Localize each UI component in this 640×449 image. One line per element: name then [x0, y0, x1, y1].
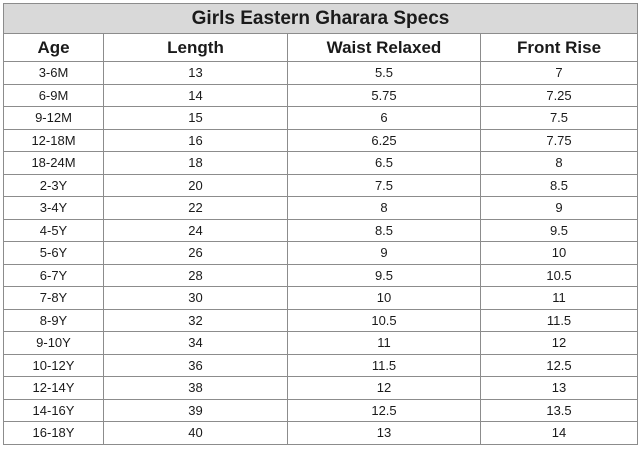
- table-row: 2-3Y 20 7.5 8.5: [3, 173, 638, 197]
- table-row: 6-7Y 28 9.5 10.5: [3, 263, 638, 287]
- front-rise-cell: 8.5: [480, 173, 638, 197]
- length-cell: 16: [103, 128, 288, 152]
- column-header-waist-relaxed: Waist Relaxed: [287, 33, 481, 62]
- waist-relaxed-cell: 8.5: [287, 218, 481, 242]
- age-cell: 3-6M: [3, 61, 104, 85]
- table-row: 14-16Y 39 12.5 13.5: [3, 398, 638, 422]
- table-row: 18-24M 18 6.5 8: [3, 151, 638, 175]
- table-row: 6-9M 14 5.75 7.25: [3, 83, 638, 107]
- table-row: 5-6Y 26 9 10: [3, 241, 638, 265]
- front-rise-cell: 9.5: [480, 218, 638, 242]
- table-row: 12-14Y 38 12 13: [3, 376, 638, 400]
- table-row: 16-18Y 40 13 14: [3, 421, 638, 445]
- age-cell: 7-8Y: [3, 286, 104, 310]
- age-cell: 6-9M: [3, 83, 104, 107]
- age-cell: 9-10Y: [3, 331, 104, 355]
- waist-relaxed-cell: 13: [287, 421, 481, 445]
- front-rise-cell: 11: [480, 286, 638, 310]
- length-cell: 24: [103, 218, 288, 242]
- table-row: 3-4Y 22 8 9: [3, 196, 638, 220]
- length-cell: 38: [103, 376, 288, 400]
- table-row: 4-5Y 24 8.5 9.5: [3, 218, 638, 242]
- length-cell: 18: [103, 151, 288, 175]
- length-cell: 26: [103, 241, 288, 265]
- age-cell: 10-12Y: [3, 353, 104, 377]
- waist-relaxed-cell: 11: [287, 331, 481, 355]
- age-cell: 4-5Y: [3, 218, 104, 242]
- length-cell: 22: [103, 196, 288, 220]
- waist-relaxed-cell: 10.5: [287, 308, 481, 332]
- waist-relaxed-cell: 9: [287, 241, 481, 265]
- age-cell: 5-6Y: [3, 241, 104, 265]
- waist-relaxed-cell: 12.5: [287, 398, 481, 422]
- waist-relaxed-cell: 5.75: [287, 83, 481, 107]
- column-header-age: Age: [3, 33, 104, 62]
- age-cell: 16-18Y: [3, 421, 104, 445]
- column-header-length: Length: [103, 33, 288, 62]
- table-row: 7-8Y 30 10 11: [3, 286, 638, 310]
- length-cell: 14: [103, 83, 288, 107]
- waist-relaxed-cell: 7.5: [287, 173, 481, 197]
- front-rise-cell: 11.5: [480, 308, 638, 332]
- table-row: 9-12M 15 6 7.5: [3, 106, 638, 130]
- table-row: 8-9Y 32 10.5 11.5: [3, 308, 638, 332]
- length-cell: 30: [103, 286, 288, 310]
- front-rise-cell: 14: [480, 421, 638, 445]
- length-cell: 40: [103, 421, 288, 445]
- length-cell: 28: [103, 263, 288, 287]
- waist-relaxed-cell: 6.5: [287, 151, 481, 175]
- table-row: 12-18M 16 6.25 7.75: [3, 128, 638, 152]
- age-cell: 9-12M: [3, 106, 104, 130]
- waist-relaxed-cell: 6.25: [287, 128, 481, 152]
- front-rise-cell: 8: [480, 151, 638, 175]
- length-cell: 34: [103, 331, 288, 355]
- age-cell: 14-16Y: [3, 398, 104, 422]
- front-rise-cell: 10: [480, 241, 638, 265]
- table-title: Girls Eastern Gharara Specs: [3, 3, 638, 34]
- table-row: 10-12Y 36 11.5 12.5: [3, 353, 638, 377]
- front-rise-cell: 7.75: [480, 128, 638, 152]
- front-rise-cell: 13: [480, 376, 638, 400]
- header-row: Age Length Waist Relaxed Front Rise: [3, 33, 638, 62]
- front-rise-cell: 12.5: [480, 353, 638, 377]
- table-row: 9-10Y 34 11 12: [3, 331, 638, 355]
- length-cell: 32: [103, 308, 288, 332]
- table-row: 3-6M 13 5.5 7: [3, 61, 638, 85]
- age-cell: 6-7Y: [3, 263, 104, 287]
- table-body: 3-6M 13 5.5 7 6-9M 14 5.75 7.25 9-12M 15 6 7.5 12-18…: [3, 61, 638, 445]
- front-rise-cell: 7.25: [480, 83, 638, 107]
- front-rise-cell: 13.5: [480, 398, 638, 422]
- age-cell: 2-3Y: [3, 173, 104, 197]
- length-cell: 39: [103, 398, 288, 422]
- column-header-front-rise: Front Rise: [480, 33, 638, 62]
- age-cell: 18-24M: [3, 151, 104, 175]
- waist-relaxed-cell: 6: [287, 106, 481, 130]
- length-cell: 36: [103, 353, 288, 377]
- front-rise-cell: 7: [480, 61, 638, 85]
- waist-relaxed-cell: 8: [287, 196, 481, 220]
- waist-relaxed-cell: 5.5: [287, 61, 481, 85]
- waist-relaxed-cell: 11.5: [287, 353, 481, 377]
- age-cell: 8-9Y: [3, 308, 104, 332]
- front-rise-cell: 7.5: [480, 106, 638, 130]
- size-spec-table: Girls Eastern Gharara Specs Age Length W…: [3, 3, 638, 445]
- length-cell: 20: [103, 173, 288, 197]
- age-cell: 12-18M: [3, 128, 104, 152]
- waist-relaxed-cell: 9.5: [287, 263, 481, 287]
- waist-relaxed-cell: 12: [287, 376, 481, 400]
- length-cell: 13: [103, 61, 288, 85]
- front-rise-cell: 12: [480, 331, 638, 355]
- front-rise-cell: 10.5: [480, 263, 638, 287]
- title-row: Girls Eastern Gharara Specs: [3, 3, 638, 34]
- age-cell: 12-14Y: [3, 376, 104, 400]
- waist-relaxed-cell: 10: [287, 286, 481, 310]
- age-cell: 3-4Y: [3, 196, 104, 220]
- length-cell: 15: [103, 106, 288, 130]
- front-rise-cell: 9: [480, 196, 638, 220]
